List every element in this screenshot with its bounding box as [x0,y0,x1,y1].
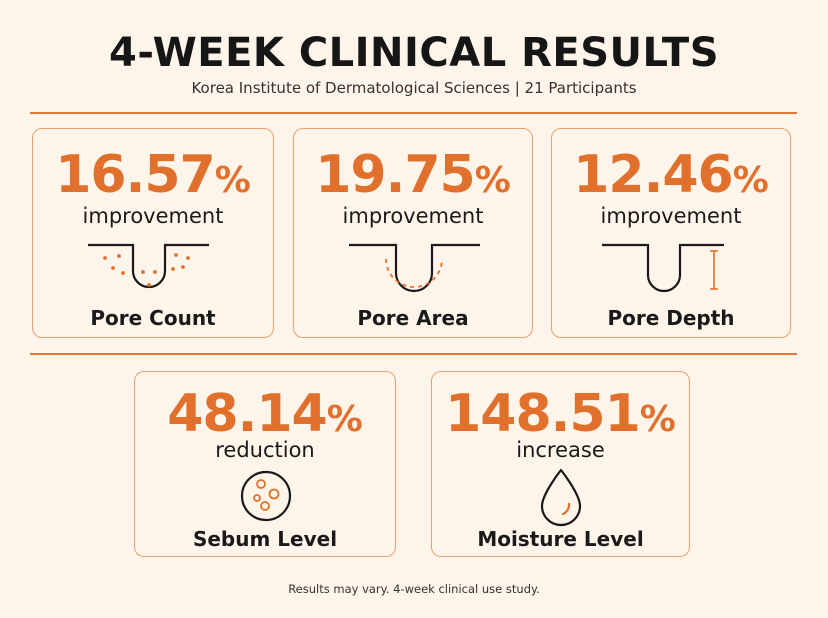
divider-top [30,112,797,114]
result-value: 48.14% [167,384,363,444]
result-label: Pore Count [90,306,216,330]
page-subtitle: Korea Institute of Dermatological Scienc… [191,79,637,97]
divider-middle [30,353,797,355]
pore-count-icon [88,243,209,289]
sebum-icon [240,470,292,522]
result-card-sebum-level: 48.14% reduction Sebum Level [134,371,396,557]
page-title: 4-WEEK CLINICAL RESULTS [108,30,719,76]
footnote: Results may vary. 4-week clinical use st… [288,582,540,596]
result-descriptor: improvement [600,204,742,228]
result-label: Moisture Level [477,527,644,551]
result-label: Pore Depth [607,306,735,330]
result-label: Pore Area [357,306,469,330]
result-card-pore-count: 16.57% improvement Pore Count [32,128,274,338]
result-value: 148.51% [445,384,676,444]
pore-depth-icon [602,243,724,293]
result-value: 16.57% [55,145,251,205]
result-value: 12.46% [573,145,769,205]
result-card-pore-depth: 12.46% improvement Pore Depth [551,128,791,338]
result-card-pore-area: 19.75% improvement Pore Area [293,128,533,338]
result-descriptor: increase [516,438,605,462]
water-drop-icon [540,468,582,527]
pore-area-icon [349,243,480,293]
result-descriptor: reduction [215,438,315,462]
result-label: Sebum Level [192,527,338,551]
result-descriptor: improvement [82,204,224,228]
result-value: 19.75% [315,145,511,205]
result-card-moisture-level: 148.51% increase Moisture Level [431,371,690,557]
result-descriptor: improvement [342,204,484,228]
